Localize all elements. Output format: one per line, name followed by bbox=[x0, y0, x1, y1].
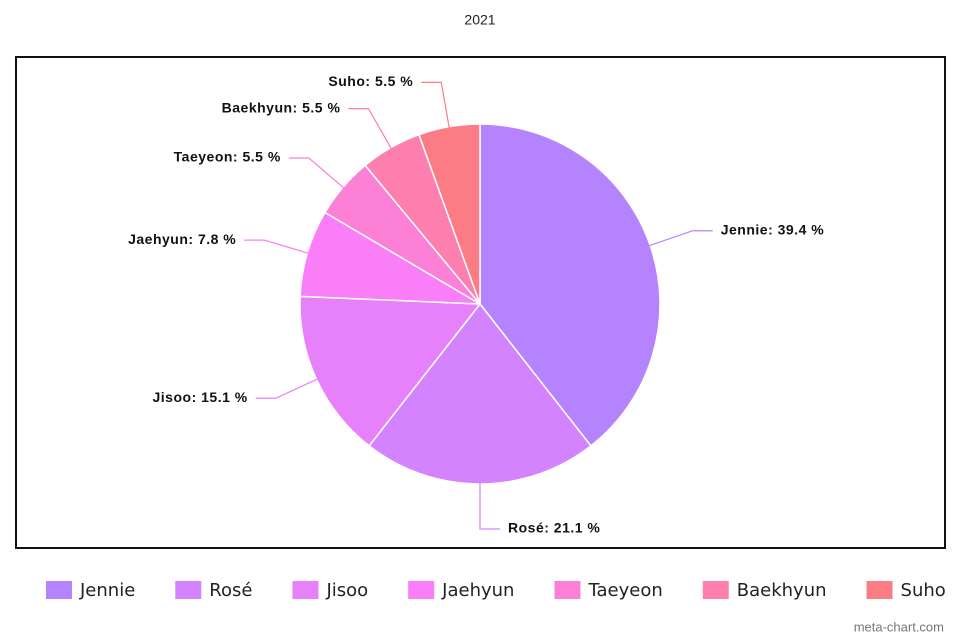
plot-frame bbox=[15, 56, 946, 549]
leader-line bbox=[244, 239, 316, 256]
data-label: Jaehyun: 7.8 % bbox=[128, 231, 236, 247]
legend-swatch bbox=[408, 581, 435, 599]
leader-line bbox=[348, 108, 396, 155]
data-label: Jennie: 39.4 % bbox=[721, 221, 825, 237]
legend-swatch bbox=[46, 581, 72, 599]
data-label: Suho: 5.5 % bbox=[328, 73, 413, 89]
legend-swatch bbox=[702, 581, 729, 599]
data-label: Jisoo: 15.1 % bbox=[153, 389, 248, 405]
legend-swatch bbox=[554, 581, 581, 599]
legend-label: Jaehyun bbox=[441, 580, 514, 601]
leader-line bbox=[288, 157, 350, 193]
data-label: Taeyeon: 5.5 % bbox=[174, 149, 281, 165]
data-label: Baekhyun: 5.5 % bbox=[222, 99, 341, 115]
legend-swatch bbox=[866, 581, 893, 599]
chart-title: 2021 bbox=[464, 12, 495, 28]
legend-swatch bbox=[175, 581, 202, 599]
leader-line bbox=[255, 375, 325, 399]
legend-label: Jennie bbox=[79, 580, 135, 601]
legend-label: Jisoo bbox=[325, 580, 368, 601]
leader-line bbox=[479, 476, 500, 530]
legend-swatch bbox=[292, 581, 319, 599]
watermark: meta-chart.com bbox=[854, 619, 944, 634]
leader-line bbox=[642, 230, 713, 249]
legend-label: Suho bbox=[901, 580, 946, 601]
legend-label: Baekhyun bbox=[737, 580, 827, 601]
legend-label: Taeyeon bbox=[587, 580, 662, 601]
data-label: Rosé: 21.1 % bbox=[508, 520, 600, 536]
legend-label: Rosé bbox=[209, 580, 252, 601]
leader-line bbox=[421, 81, 451, 135]
